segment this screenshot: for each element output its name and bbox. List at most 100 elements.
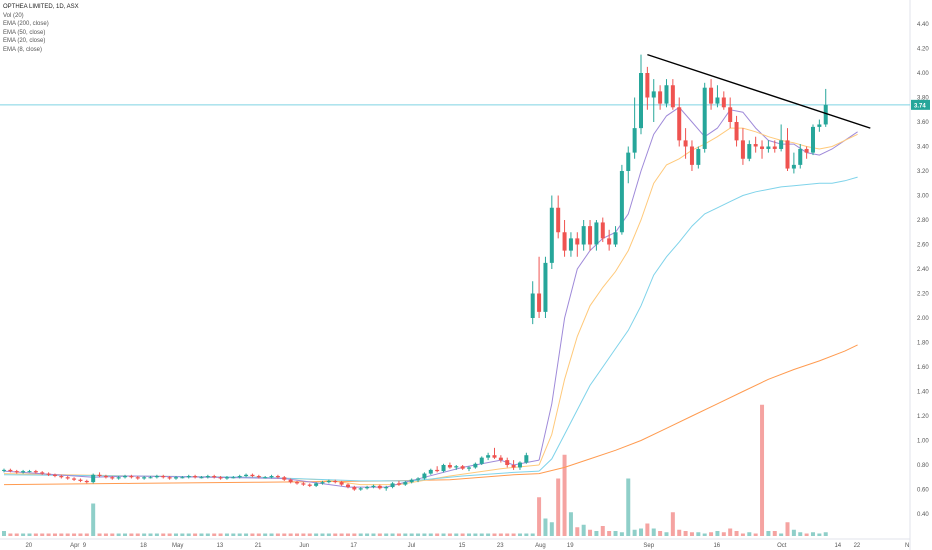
candle-body[interactable] (562, 232, 567, 251)
candle-body[interactable] (40, 472, 45, 474)
legend-ema50[interactable]: EMA (50, close) (3, 29, 46, 36)
candle-body[interactable] (21, 471, 26, 473)
candle-body[interactable] (237, 476, 242, 478)
candle-body[interactable] (613, 232, 618, 245)
candle-body[interactable] (65, 477, 70, 479)
candle-body[interactable] (785, 140, 790, 169)
candle-body[interactable] (263, 477, 268, 479)
candle-body[interactable] (511, 465, 516, 468)
candle-body[interactable] (2, 469, 6, 471)
candle-body[interactable] (600, 222, 605, 239)
candle-body[interactable] (161, 476, 166, 478)
candle-body[interactable] (205, 476, 210, 478)
candle-body[interactable] (396, 483, 401, 485)
candle-body[interactable] (632, 128, 637, 153)
candle-body[interactable] (282, 477, 287, 480)
candle-body[interactable] (721, 97, 726, 108)
candle-body[interactable] (568, 238, 573, 251)
candle-body[interactable] (84, 480, 89, 483)
legend-volume[interactable]: Vol (20) (3, 12, 24, 19)
candle-body[interactable] (498, 457, 503, 461)
candle-body[interactable] (320, 482, 325, 484)
candle-body[interactable] (186, 476, 191, 478)
candle-body[interactable] (689, 146, 694, 165)
candle-body[interactable] (390, 483, 395, 488)
candle-body[interactable] (658, 91, 663, 104)
candle-body[interactable] (314, 483, 319, 486)
candle-body[interactable] (734, 122, 739, 141)
legend-ema20[interactable]: EMA (20, close) (3, 38, 46, 44)
candle-body[interactable] (537, 293, 542, 312)
candle-body[interactable] (33, 471, 38, 473)
candle-body[interactable] (59, 476, 64, 478)
candle-body[interactable] (384, 487, 389, 489)
candle-body[interactable] (218, 477, 223, 479)
candle-body[interactable] (333, 480, 338, 483)
candle-body[interactable] (428, 469, 433, 474)
candle-body[interactable] (27, 471, 32, 473)
candle-body[interactable] (307, 484, 312, 486)
candle-body[interactable] (91, 474, 96, 483)
legend-ema200[interactable]: EMA (200, close) (3, 21, 49, 27)
candle-body[interactable] (339, 482, 344, 485)
drawn-trendline[interactable] (647, 53, 871, 129)
candle-body[interactable] (8, 469, 13, 472)
candle-body[interactable] (575, 238, 580, 245)
candle-body[interactable] (753, 144, 758, 147)
candle-body[interactable] (467, 467, 472, 469)
candle-body[interactable] (823, 104, 828, 125)
candle-body[interactable] (78, 479, 83, 481)
candle-body[interactable] (747, 144, 752, 159)
candle-body[interactable] (779, 140, 784, 149)
candle-body[interactable] (295, 482, 300, 484)
candle-body[interactable] (403, 482, 408, 485)
candle-body[interactable] (702, 87, 707, 149)
candle-body[interactable] (492, 455, 497, 458)
candle-body[interactable] (664, 85, 669, 104)
candle-body[interactable] (696, 148, 701, 165)
candle-body[interactable] (416, 478, 421, 480)
candle-body[interactable] (142, 477, 147, 479)
candle-body[interactable] (52, 474, 57, 477)
candle-body[interactable] (110, 477, 115, 479)
candle-body[interactable] (677, 107, 682, 141)
candle-body[interactable] (365, 487, 370, 489)
candle-body[interactable] (517, 462, 522, 468)
candle-body[interactable] (212, 476, 217, 478)
candle-body[interactable] (231, 477, 236, 479)
candle-body[interactable] (199, 477, 204, 479)
candle-body[interactable] (588, 226, 593, 245)
candle-body[interactable] (326, 480, 331, 483)
candle-body[interactable] (804, 148, 809, 153)
candle-body[interactable] (275, 476, 280, 478)
candle-body[interactable] (709, 87, 714, 104)
candle-body[interactable] (224, 477, 229, 479)
candle-body[interactable] (505, 460, 510, 465)
candle-body[interactable] (619, 171, 624, 233)
candle-body[interactable] (441, 465, 446, 472)
candle-body[interactable] (123, 476, 128, 478)
candle-body[interactable] (97, 474, 102, 477)
candle-body[interactable] (728, 107, 733, 122)
candle-body[interactable] (256, 476, 261, 478)
candle-body[interactable] (148, 477, 153, 479)
candle-body[interactable] (473, 463, 478, 468)
candle-body[interactable] (479, 457, 484, 464)
candle-body[interactable] (116, 477, 121, 479)
candle-body[interactable] (103, 476, 108, 478)
candle-body[interactable] (766, 146, 771, 149)
candle-body[interactable] (352, 487, 357, 490)
candle-body[interactable] (810, 126, 815, 153)
candle-body[interactable] (530, 293, 535, 319)
candle-body[interactable] (454, 466, 459, 468)
candle-body[interactable] (377, 485, 382, 489)
candle-body[interactable] (772, 146, 777, 149)
candle-body[interactable] (670, 85, 675, 108)
candle-body[interactable] (460, 466, 465, 469)
candle-body[interactable] (447, 465, 452, 468)
candle-body[interactable] (645, 73, 650, 98)
symbol-title[interactable]: OPTHEA LIMITED, 1D, ASX (3, 4, 79, 10)
candle-body[interactable] (581, 226, 586, 245)
candle-body[interactable] (250, 474, 255, 477)
